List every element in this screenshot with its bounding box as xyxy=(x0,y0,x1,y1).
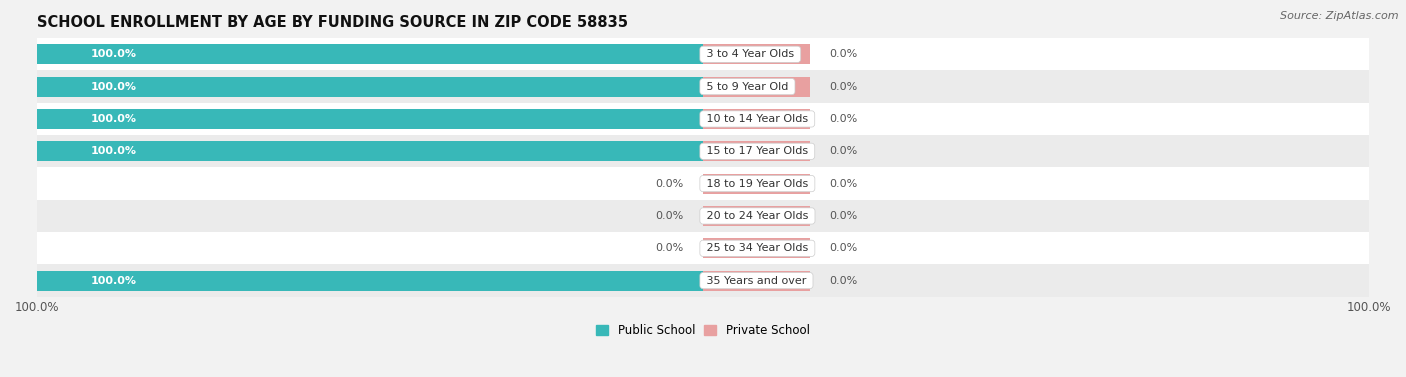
Text: Source: ZipAtlas.com: Source: ZipAtlas.com xyxy=(1281,11,1399,21)
Text: 100.0%: 100.0% xyxy=(90,146,136,156)
Text: 20 to 24 Year Olds: 20 to 24 Year Olds xyxy=(703,211,811,221)
Bar xyxy=(703,141,810,161)
Bar xyxy=(37,44,703,64)
Bar xyxy=(37,77,703,97)
Bar xyxy=(703,109,810,129)
Text: 100.0%: 100.0% xyxy=(90,276,136,286)
Text: 0.0%: 0.0% xyxy=(655,243,683,253)
Bar xyxy=(703,77,810,97)
Text: 10 to 14 Year Olds: 10 to 14 Year Olds xyxy=(703,114,811,124)
Text: 100.0%: 100.0% xyxy=(90,49,136,59)
Text: 3 to 4 Year Olds: 3 to 4 Year Olds xyxy=(703,49,797,59)
Bar xyxy=(37,109,703,129)
Bar xyxy=(37,70,1369,103)
Text: 0.0%: 0.0% xyxy=(830,81,858,92)
Bar xyxy=(37,135,1369,167)
Text: 0.0%: 0.0% xyxy=(830,211,858,221)
Text: 100.0%: 100.0% xyxy=(90,81,136,92)
Bar xyxy=(703,44,810,64)
Text: 0.0%: 0.0% xyxy=(655,211,683,221)
Text: 5 to 9 Year Old: 5 to 9 Year Old xyxy=(703,81,792,92)
Text: 100.0%: 100.0% xyxy=(90,114,136,124)
Text: 0.0%: 0.0% xyxy=(655,179,683,188)
Text: 0.0%: 0.0% xyxy=(830,243,858,253)
Text: 25 to 34 Year Olds: 25 to 34 Year Olds xyxy=(703,243,811,253)
Bar xyxy=(703,173,810,194)
Bar xyxy=(37,141,703,161)
Text: 0.0%: 0.0% xyxy=(830,276,858,286)
Bar xyxy=(37,103,1369,135)
Bar xyxy=(37,271,703,291)
Bar xyxy=(703,271,810,291)
Legend: Public School, Private School: Public School, Private School xyxy=(596,325,810,337)
Text: 0.0%: 0.0% xyxy=(830,179,858,188)
Text: 35 Years and over: 35 Years and over xyxy=(703,276,810,286)
Text: 0.0%: 0.0% xyxy=(830,114,858,124)
Bar xyxy=(37,200,1369,232)
Text: 0.0%: 0.0% xyxy=(830,49,858,59)
Bar xyxy=(703,238,810,258)
Text: 15 to 17 Year Olds: 15 to 17 Year Olds xyxy=(703,146,811,156)
Text: 18 to 19 Year Olds: 18 to 19 Year Olds xyxy=(703,179,811,188)
Bar xyxy=(703,206,810,226)
Bar xyxy=(37,38,1369,70)
Bar xyxy=(37,167,1369,200)
Bar xyxy=(37,232,1369,264)
Bar xyxy=(37,264,1369,297)
Text: 0.0%: 0.0% xyxy=(830,146,858,156)
Text: SCHOOL ENROLLMENT BY AGE BY FUNDING SOURCE IN ZIP CODE 58835: SCHOOL ENROLLMENT BY AGE BY FUNDING SOUR… xyxy=(37,15,628,30)
